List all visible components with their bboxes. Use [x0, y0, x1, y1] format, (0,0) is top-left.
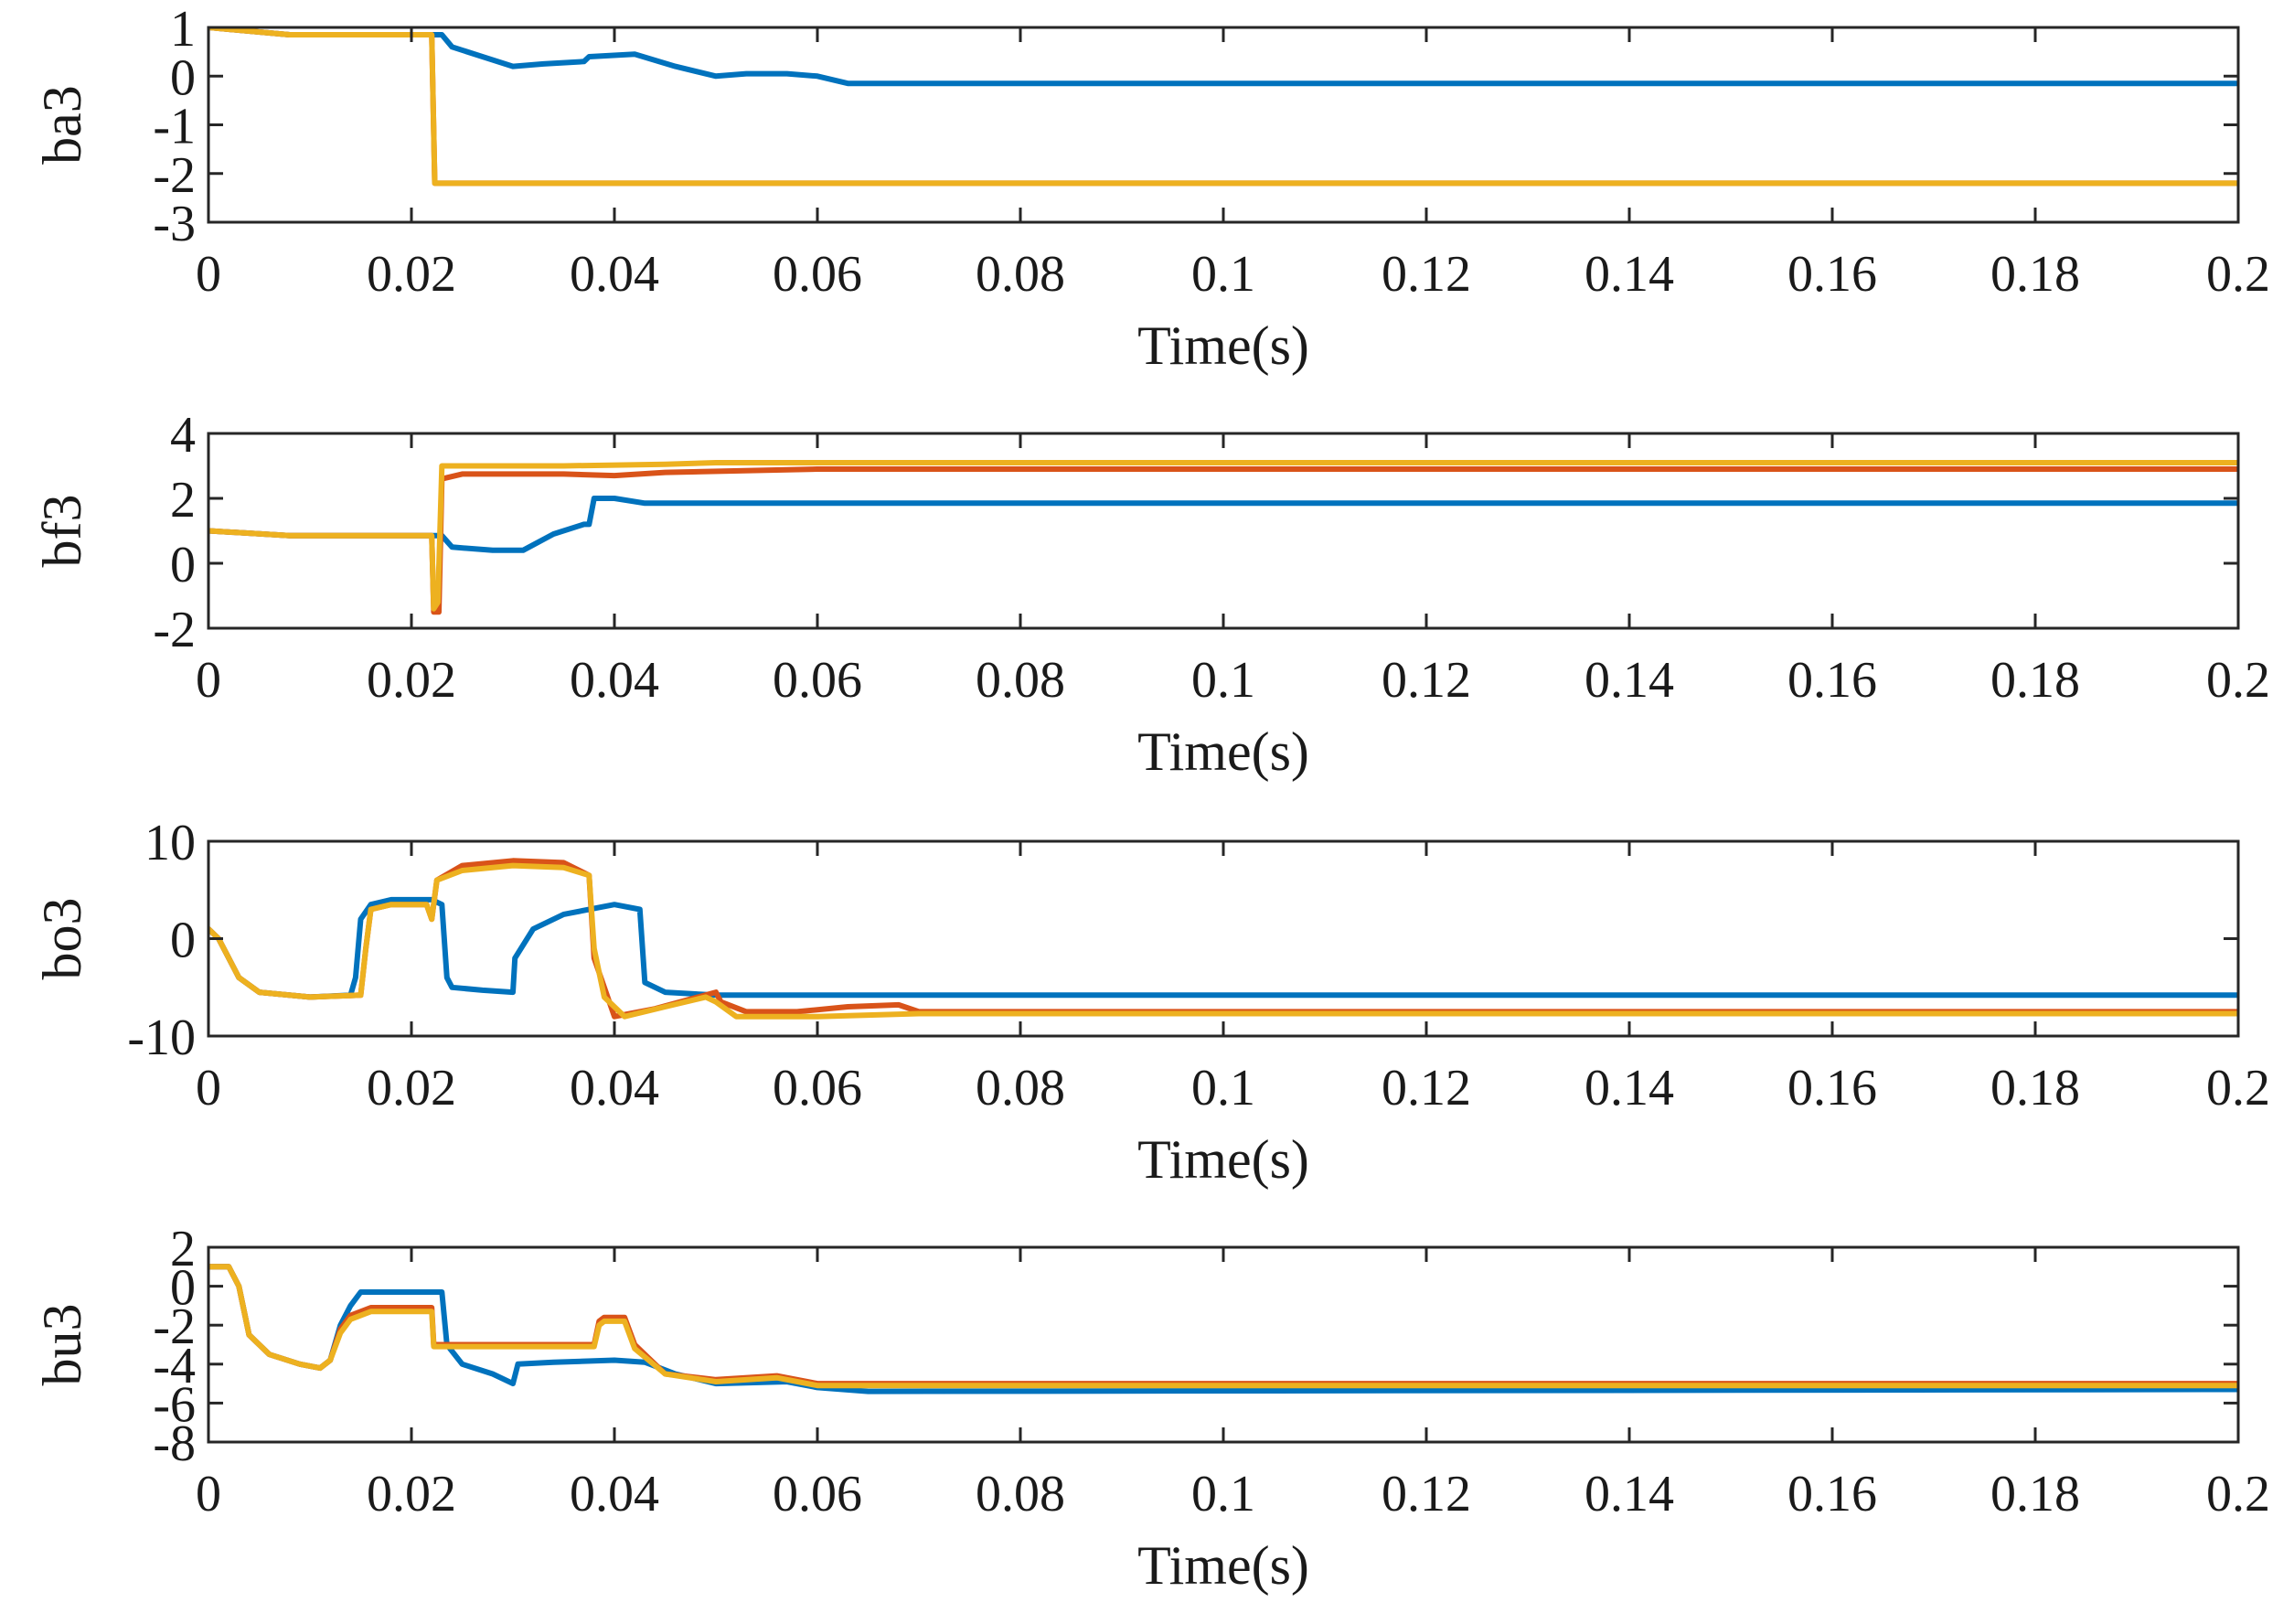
series-line-3 — [208, 27, 2238, 187]
x-tick-label: 0.06 — [773, 246, 862, 303]
series-line-2 — [208, 466, 2238, 615]
x-tick-label: 0 — [196, 1466, 221, 1522]
y-tick-label: -2 — [153, 1298, 196, 1355]
plot-frame — [207, 26, 2240, 224]
y-tick-label: 0 — [170, 913, 196, 969]
series-group — [208, 27, 2238, 187]
x-tick-label: 0.16 — [1787, 652, 1877, 709]
x-tick-label: 0.1 — [1191, 1466, 1255, 1522]
y-tick-label: -10 — [127, 1010, 196, 1066]
subplot-ba3: 0 0.02 0.04 0.06 0.08 0.1 0.12 0.14 0.16 0.18 0.2 1… — [32, 1, 2270, 376]
x-tick-label: 0.1 — [1191, 246, 1255, 303]
x-tick-label: 0 — [196, 652, 221, 709]
x-tick-label: 0.06 — [773, 1060, 862, 1116]
x-tick-label: 0.04 — [570, 1466, 659, 1522]
y-tick-label: -6 — [153, 1376, 196, 1433]
y-tick-label: -2 — [153, 147, 196, 204]
x-tick-label: 0.18 — [1990, 1466, 2080, 1522]
x-tick-label: 0.18 — [1990, 1060, 2080, 1116]
series-line-1 — [208, 496, 2238, 553]
x-axis-label: Time(s) — [1137, 1129, 1309, 1190]
y-tick-label: -3 — [153, 196, 196, 252]
x-tick-label: 0 — [196, 1060, 221, 1116]
plot-frame — [207, 839, 2240, 1038]
x-axis-label: Time(s) — [1137, 721, 1309, 782]
x-tick-label: 0.2 — [2206, 652, 2270, 709]
x-tick-label: 0 — [196, 246, 221, 303]
x-tick-label: 0.18 — [1990, 652, 2080, 709]
x-tick-label: 0.06 — [773, 652, 862, 709]
y-tick-label: 1 — [170, 1, 196, 58]
x-tick-label: 0.02 — [367, 1466, 456, 1522]
y-axis-label: bo3 — [32, 898, 92, 980]
x-tick-label: 0.02 — [367, 246, 456, 303]
series-line-1 — [208, 1264, 2238, 1394]
y-tick-label: -1 — [153, 99, 196, 155]
x-axis-label: Time(s) — [1137, 1535, 1309, 1596]
y-axis-label: bf3 — [32, 495, 92, 568]
y-tick-label: 2 — [170, 1221, 196, 1277]
x-tick-label: 0.12 — [1382, 1060, 1471, 1116]
x-tick-label: 0.02 — [367, 652, 456, 709]
y-tick-label: -2 — [153, 602, 196, 658]
x-tick-label: 0.06 — [773, 1466, 862, 1522]
subplot-bf3: 0 0.02 0.04 0.06 0.08 0.1 0.12 0.14 0.16 0.18 0.2 4… — [32, 407, 2270, 782]
x-tick-label: 0.12 — [1382, 652, 1471, 709]
x-tick-label: 0.12 — [1382, 1466, 1471, 1522]
series-line-2 — [208, 1264, 2238, 1387]
y-tick-label: 10 — [144, 815, 196, 871]
series-line-3 — [208, 862, 2238, 1020]
series-group — [208, 1264, 2238, 1394]
y-axis-label: ba3 — [32, 85, 92, 165]
x-tick-label: 0.14 — [1584, 246, 1674, 303]
x-tick-label: 0.2 — [2206, 246, 2270, 303]
y-tick-label: 0 — [170, 49, 196, 106]
x-tick-label: 0.16 — [1787, 1466, 1877, 1522]
y-tick-label: 4 — [170, 407, 196, 464]
series-group — [208, 858, 2238, 1020]
series-line-3 — [208, 460, 2238, 612]
x-tick-label: 0.2 — [2206, 1060, 2270, 1116]
x-tick-label: 0.08 — [976, 1060, 1065, 1116]
y-tick-label: -8 — [153, 1416, 196, 1472]
series-line-1 — [208, 896, 2238, 1000]
x-tick-label: 0.16 — [1787, 246, 1877, 303]
y-tick-label: 0 — [170, 1260, 196, 1317]
x-tick-label: 0.04 — [570, 1060, 659, 1116]
x-tick-label: 0.04 — [570, 652, 659, 709]
x-tick-label: 0.1 — [1191, 652, 1255, 709]
x-tick-label: 0.08 — [976, 1466, 1065, 1522]
x-tick-label: 0.1 — [1191, 1060, 1255, 1116]
x-tick-label: 0.02 — [367, 1060, 456, 1116]
series-line-1 — [208, 27, 2238, 87]
x-tick-label: 0.18 — [1990, 246, 2080, 303]
series-group — [208, 460, 2238, 615]
y-axis-label: bu3 — [32, 1304, 92, 1386]
x-tick-label: 0.2 — [2206, 1466, 2270, 1522]
x-tick-label: 0.14 — [1584, 1466, 1674, 1522]
x-tick-label: 0.08 — [976, 652, 1065, 709]
subplot-bu3: 0 0.02 0.04 0.06 0.08 0.1 0.12 0.14 0.16 0.18 0.2 2… — [32, 1221, 2270, 1596]
x-tick-label: 0.12 — [1382, 246, 1471, 303]
x-tick-label: 0.08 — [976, 246, 1065, 303]
subplot-bo3: 0 0.02 0.04 0.06 0.08 0.1 0.12 0.14 0.16 0.18 0.2 1… — [32, 815, 2270, 1190]
series-line-2 — [208, 27, 2238, 187]
x-tick-label: 0.04 — [570, 246, 659, 303]
x-tick-label: 0.16 — [1787, 1060, 1877, 1116]
y-tick-label: -4 — [153, 1338, 196, 1394]
y-tick-label: 0 — [170, 537, 196, 593]
x-axis-label: Time(s) — [1137, 315, 1309, 376]
y-tick-label: 2 — [170, 472, 196, 529]
x-tick-label: 0.14 — [1584, 1060, 1674, 1116]
series-line-3 — [208, 1264, 2238, 1389]
x-tick-label: 0.14 — [1584, 652, 1674, 709]
